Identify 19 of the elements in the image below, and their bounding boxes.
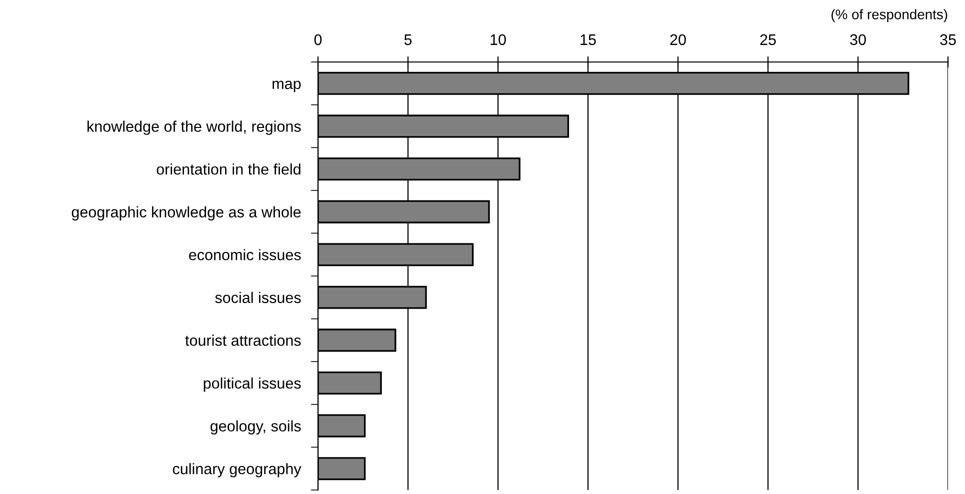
- y-tick-label: tourist attractions: [185, 334, 301, 346]
- x-tick-label: 35: [940, 34, 956, 46]
- y-tick-label: map: [272, 80, 301, 92]
- x-tick-label: 20: [670, 34, 686, 46]
- y-tick-label: political issues: [204, 377, 301, 392]
- x-tick-label: 15: [580, 34, 596, 46]
- y-tick-label: knowledge of the world, regions: [88, 120, 301, 135]
- x-tick-label: 30: [850, 34, 866, 46]
- y-tick-label: culinary geography: [172, 463, 302, 478]
- x-axis-title: (% of respondents): [832, 9, 948, 22]
- y-tick-label: orientation in the field: [156, 163, 300, 175]
- x-tick-label: 10: [490, 34, 506, 46]
- x-tick-label: 25: [760, 34, 776, 46]
- x-tick-label: 0: [314, 34, 322, 46]
- y-tick-label: geology, soils: [210, 420, 301, 435]
- y-tick-label: economic issues: [189, 249, 301, 260]
- y-tick-label: social issues: [215, 292, 301, 304]
- y-tick-label: geographic knowledge as a whole: [72, 206, 301, 221]
- x-tick-label: 5: [404, 34, 412, 46]
